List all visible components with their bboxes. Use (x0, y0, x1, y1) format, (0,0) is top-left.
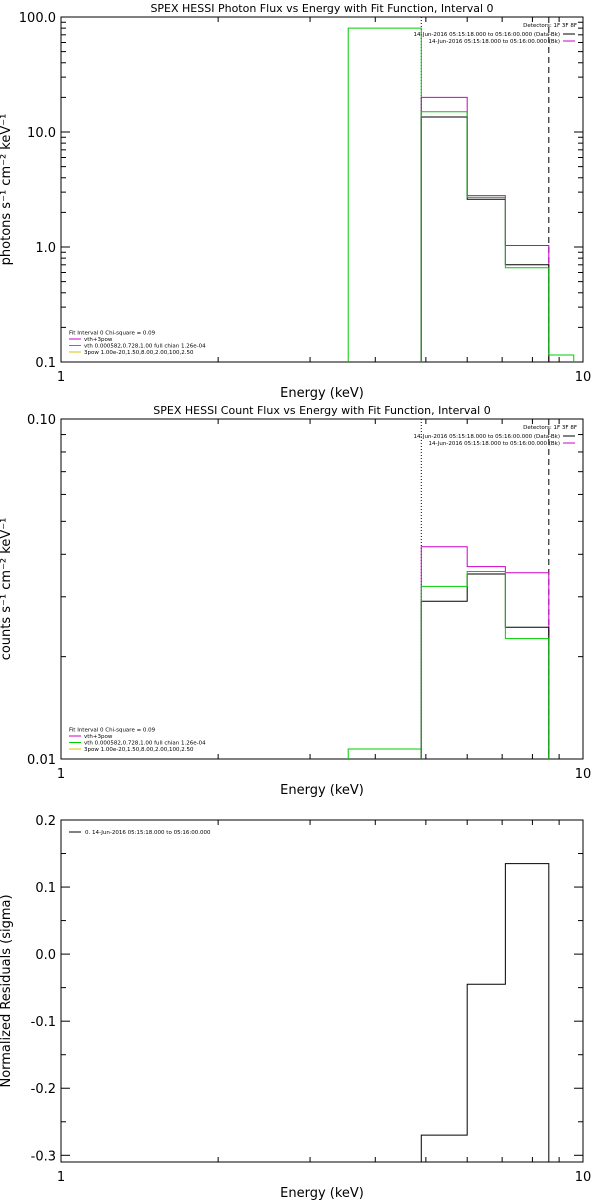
chart2-y-tick-label: 0.2 (35, 814, 56, 829)
chart0-fit-info: Fit Interval 0 Chi-square = 0.09 (69, 331, 156, 337)
chart0-series-3-histogram (420, 111, 575, 362)
chart2-x-tick-label: 1 (57, 1170, 65, 1185)
chart0-y-tick-label: 1.0 (35, 241, 56, 256)
chart2-panel: 1 10 -0.3 -0.2 -0.1 0.0 0.1 0.2 Energy (keV) Norm… (0, 814, 591, 1200)
chart0-y-tick-label: 10.0 (27, 126, 56, 141)
chart0-legend-header: Detectors: 1F 3F 8F (523, 23, 577, 29)
chart0-legend-entry: 14-Jun-2016 05:15:18.000 to 05:16:00.000… (414, 32, 560, 38)
chart1-fit-info: 3pow 1.00e-20,1.50,8.00,2.00,100,2.50 (84, 747, 194, 753)
chart0-series-2-histogram (420, 116, 550, 362)
chart1-x-axis-label: Energy (keV) (280, 783, 364, 798)
chart0-panel: SPEX HESSI Photon Flux vs Energy with Fi… (0, 2, 591, 401)
chart1-series-0-histogram (347, 748, 422, 759)
chart0-y-axis-label: photons s⁻¹ cm⁻² keV⁻¹ (0, 114, 14, 266)
chart1-plot-frame (60, 418, 584, 760)
chart1-x-tick-label: 1 (57, 767, 65, 782)
chart0-legend-entry: 14-Jun-2016 05:15:18.000 to 05:16:00.000… (428, 39, 560, 45)
chart2-y-tick-label: -0.2 (31, 1082, 56, 1097)
chart0-x-tick-label: 1 (57, 370, 65, 385)
chart2-plot-frame (60, 819, 584, 1163)
chart1-fit-info: vth+3pow (84, 734, 113, 740)
chart0-title: SPEX HESSI Photon Flux vs Energy with Fi… (150, 2, 493, 15)
chart2-legend-entry: 0. 14-Jun-2016 05:15:18.000 to 05:16:00.… (85, 830, 211, 836)
chart1-fit-info: vth 0.000582,0.728,1.00 full chian 1.26e… (84, 741, 206, 747)
chart1-series-2-histogram (420, 573, 550, 759)
chart2-series-0-histogram (420, 863, 550, 1162)
chart1-legend-entry: 14-Jun-2016 05:15:18.000 to 05:16:00.000… (414, 434, 560, 440)
chart1-y-axis-label: counts s⁻¹ cm⁻² keV⁻¹ (0, 518, 14, 661)
chart0-x-axis-label: Energy (keV) (280, 386, 364, 401)
chart1-series-3-histogram (420, 571, 550, 759)
chart0-plot-frame (60, 16, 584, 363)
chart2-y-tick-label: 0.0 (35, 948, 56, 963)
chart0-series-1-histogram (420, 96, 550, 362)
chart2-y-tick-label: -0.1 (31, 1015, 56, 1030)
chart0-series-0-histogram (347, 27, 422, 362)
chart1-legend-entry: 14-Jun-2016 05:15:18.000 to 05:16:00.000… (428, 441, 560, 447)
chart2-x-tick-label: 10 (575, 1170, 592, 1185)
chart1-fit-info: Fit Interval 0 Chi-square = 0.09 (69, 728, 156, 734)
chart1-legend-header: Detectors: 1F 3F 8F (523, 425, 577, 431)
chart1-x-tick-label: 10 (575, 767, 592, 782)
chart0-fit-info: vth+3pow (84, 337, 113, 343)
chart0-fit-info: 3pow 1.00e-20,1.50,8.00,2.00,100,2.50 (84, 350, 194, 356)
chart1-series-1-histogram (420, 546, 550, 759)
chart1-y-tick-label: 0.10 (27, 413, 56, 428)
chart2-y-tick-label: 0.1 (35, 881, 56, 896)
chart1-title: SPEX HESSI Count Flux vs Energy with Fit… (153, 404, 490, 417)
chart1-panel: SPEX HESSI Count Flux vs Energy with Fit… (0, 404, 591, 798)
chart1-y-tick-label: 0.01 (27, 753, 56, 768)
chart2-x-axis-label: Energy (keV) (280, 1186, 364, 1200)
chart0-x-tick-label: 10 (575, 370, 592, 385)
chart0-y-tick-label: 0.1 (35, 356, 56, 371)
chart0-y-tick-label: 100.0 (19, 11, 56, 26)
chart2-y-tick-label: -0.3 (31, 1149, 56, 1164)
chart0-fit-info: vth 0.000582,0.728,1.00 full chian 1.26e… (84, 344, 206, 350)
chart2-y-axis-label: Normalized Residuals (sigma) (0, 894, 14, 1087)
